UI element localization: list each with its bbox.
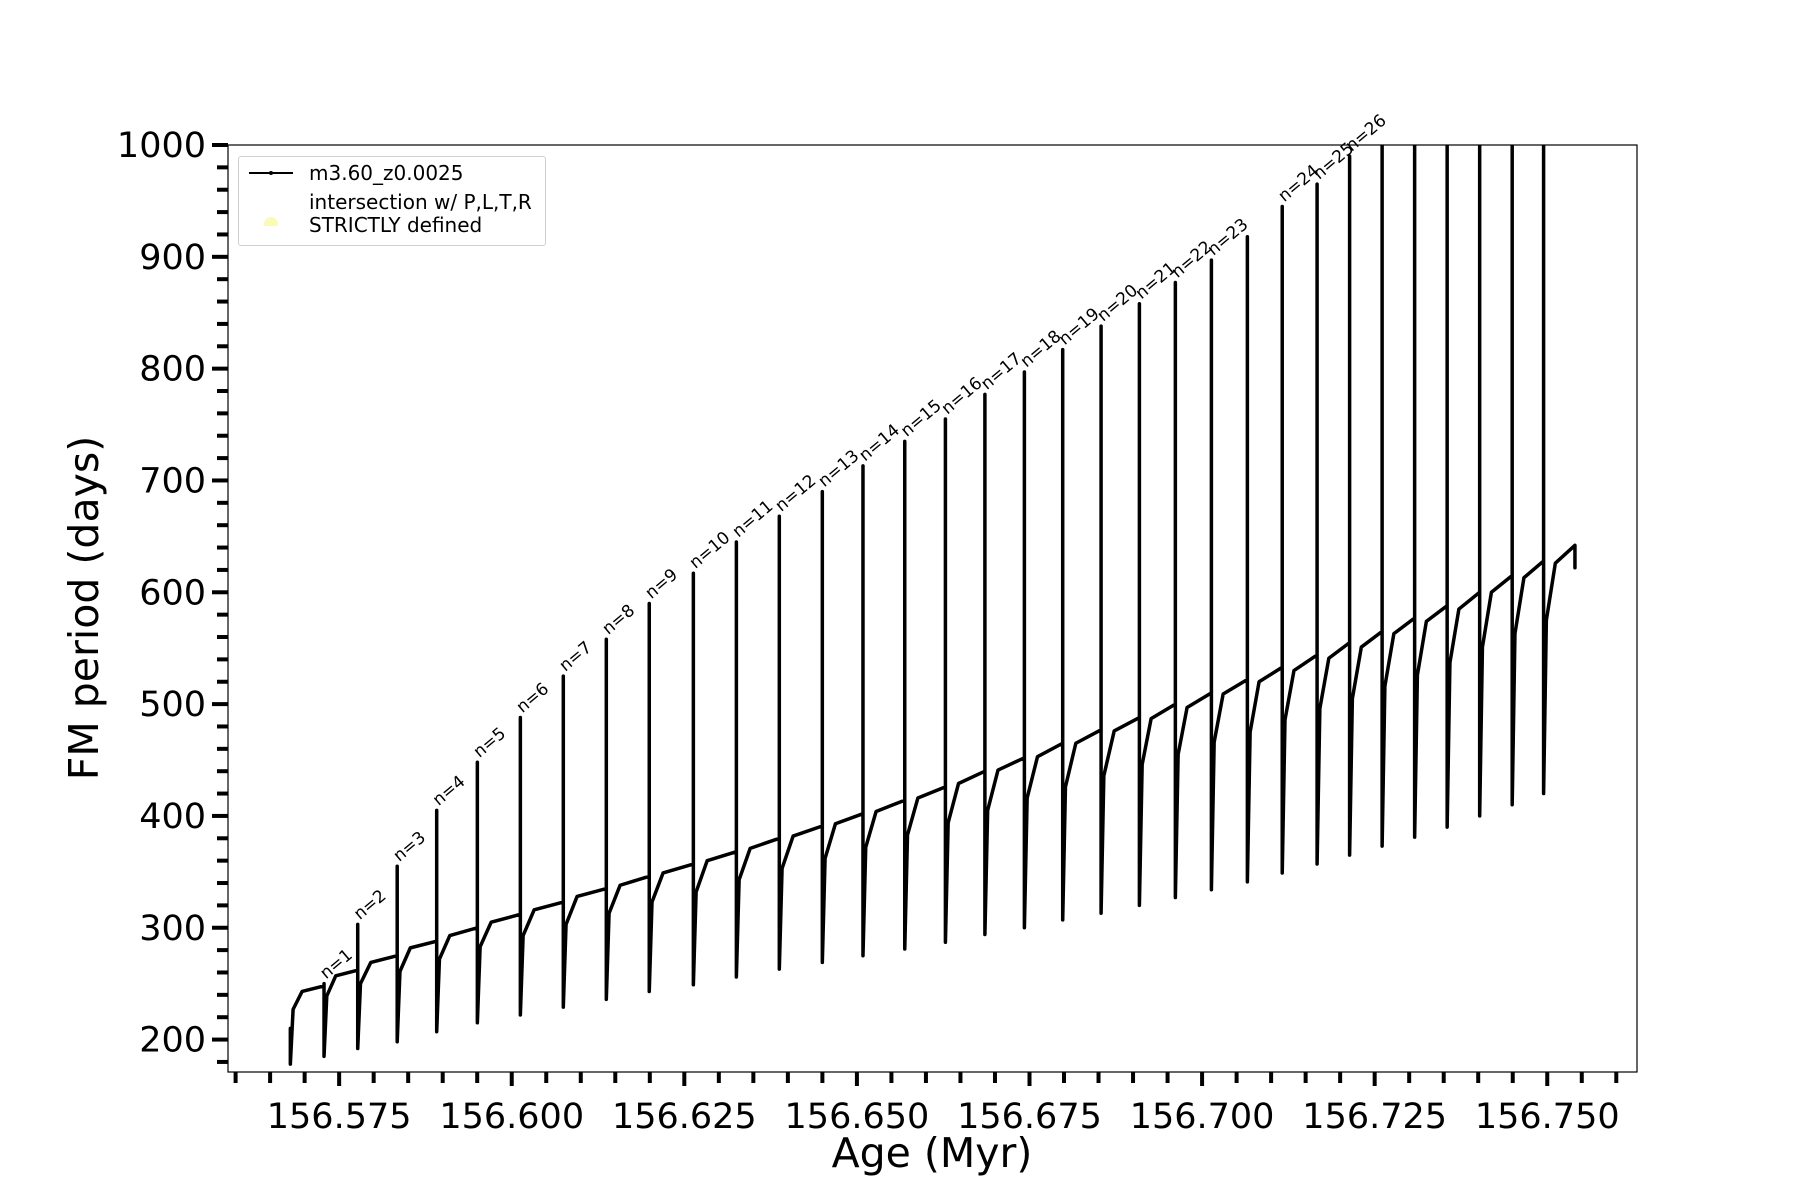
x-tick-label: 156.700 [1130, 1097, 1275, 1137]
y-tick-label: 500 [139, 685, 206, 725]
annotation: n=7 [556, 638, 596, 676]
legend-label: m3.60_z0.0025 [309, 160, 464, 185]
annotation: n=10 [686, 528, 735, 573]
annotation: n=23 [1204, 215, 1253, 260]
annotation: n=2 [350, 886, 390, 924]
x-axis-label: Age (Myr) [832, 1129, 1033, 1177]
plot-frame [227, 144, 1638, 1073]
y-axis-label: FM period (days) [60, 436, 108, 780]
annotation: n=3 [390, 828, 430, 866]
y-tick-label: 800 [139, 350, 206, 390]
legend-glyph [264, 217, 278, 226]
y-tick-label: 400 [139, 797, 206, 837]
legend-entry: m3.60_z0.0025 [239, 161, 464, 185]
legend-marker [264, 217, 278, 226]
y-tick-label: 200 [139, 1021, 206, 1061]
annotation: n=12 [772, 471, 821, 516]
annotation: n=9 [642, 565, 682, 603]
x-tick-label: 156.675 [957, 1097, 1102, 1137]
x-tick-label: 156.625 [612, 1097, 757, 1137]
annotation: n=6 [513, 679, 553, 717]
x-tick-label: 156.575 [267, 1097, 412, 1137]
annotation: n=13 [815, 446, 864, 491]
y-tick-label: 900 [139, 238, 206, 278]
annotation: n=5 [470, 724, 510, 762]
legend: m3.60_z0.0025 intersection w/ P,L,T,R STR… [238, 156, 546, 246]
legend-marker [269, 171, 273, 175]
legend-glyph [249, 171, 293, 175]
legend-entry: intersection w/ P,L,T,R STRICTLY defined [239, 191, 532, 237]
x-tick-label: 156.600 [439, 1097, 584, 1137]
y-tick-label: 1000 [117, 126, 206, 166]
x-tick-label: 156.725 [1302, 1097, 1447, 1137]
x-tick-label: 156.750 [1475, 1097, 1620, 1137]
annotation: n=14 [855, 420, 904, 465]
annotation: n=8 [599, 601, 639, 639]
annotation: n=4 [429, 772, 469, 810]
y-tick-label: 600 [139, 573, 206, 613]
annotation: n=11 [729, 496, 778, 541]
plot-area [288, 145, 1577, 1066]
series-line [288, 145, 1577, 1066]
y-tick-label: 700 [139, 461, 206, 501]
x-tick-label: 156.650 [785, 1097, 930, 1137]
legend-label: intersection w/ P,L,T,R STRICTLY defined [309, 190, 532, 237]
y-tick-label: 300 [139, 909, 206, 949]
